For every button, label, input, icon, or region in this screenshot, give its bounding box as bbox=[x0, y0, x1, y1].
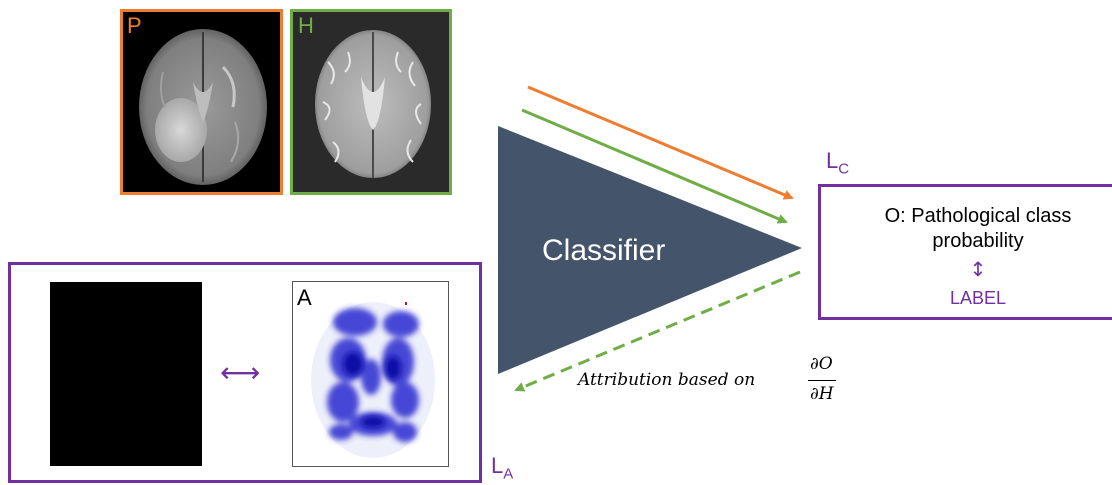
classifier-label: Classifier bbox=[542, 234, 666, 267]
attribution-loss-main: L bbox=[491, 453, 504, 478]
attribution-loss-label: LA bbox=[491, 455, 513, 485]
output-box: O: Pathological class probability ↕ LABE… bbox=[818, 184, 1112, 320]
classification-loss-label: LC bbox=[826, 150, 849, 180]
label-text: LABEL bbox=[949, 288, 1007, 308]
classifier-triangle bbox=[498, 126, 802, 374]
pathological-forward-arrow bbox=[527, 85, 794, 200]
formula-denominator: ∂H bbox=[810, 384, 834, 404]
updown-arrow-icon: ↕ bbox=[969, 257, 987, 281]
output-line1: O: Pathological class bbox=[884, 205, 1072, 227]
healthy-label: H bbox=[298, 13, 314, 38]
attribution-loss-box bbox=[8, 262, 482, 483]
pathological-mri-panel: P bbox=[120, 9, 283, 195]
healthy-mri-panel: H bbox=[290, 9, 452, 195]
attribution-heatmap-image bbox=[311, 302, 435, 458]
attribution-loss-sub: A bbox=[503, 465, 514, 483]
classification-loss-sub: C bbox=[838, 160, 850, 178]
bidirectional-arrow-icon: ⟷ bbox=[220, 356, 261, 389]
attribution-map-panel: A bbox=[292, 281, 449, 467]
attribution-formula-prefix: Attribution based on bbox=[578, 370, 756, 390]
attribution-backward-arrow bbox=[514, 270, 801, 392]
healthy-brain-image bbox=[315, 30, 431, 178]
formula-numerator: ∂O bbox=[810, 354, 833, 374]
mask-image bbox=[50, 282, 202, 466]
attribution-formula: Attribution based on ∂O ∂H bbox=[578, 354, 878, 414]
attribution-label: A bbox=[297, 285, 312, 310]
healthy-forward-arrow bbox=[521, 108, 788, 224]
classification-loss-main: L bbox=[826, 148, 839, 173]
formula-fraction-bar bbox=[808, 380, 836, 381]
pathological-brain-image bbox=[139, 29, 267, 185]
output-line2: probability bbox=[932, 230, 1024, 252]
pathological-label: P bbox=[127, 13, 142, 38]
